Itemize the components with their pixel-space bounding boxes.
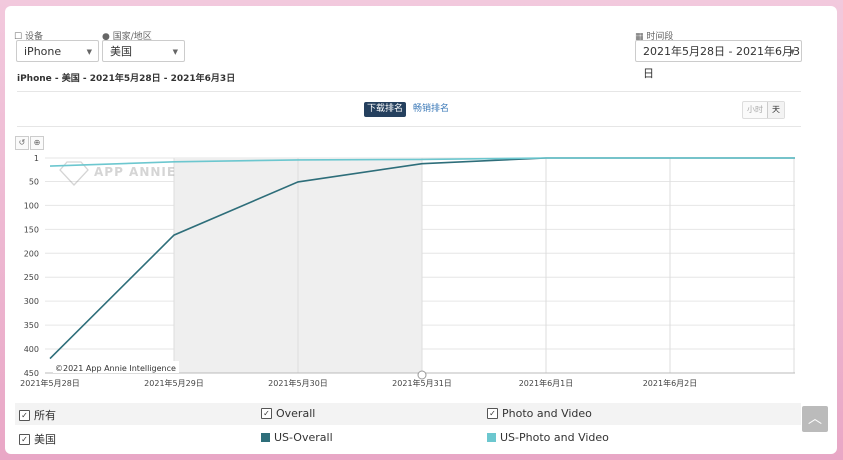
y-tick-label: 1 (34, 154, 39, 163)
x-tick-label: 2021年5月29日 (144, 378, 204, 388)
x-tick-label: 2021年6月1日 (519, 378, 574, 388)
legend-country-label: 美国 (34, 433, 56, 446)
legend-photo-video-label: Photo and Video (502, 407, 592, 420)
legend-all-label: 所有 (34, 409, 56, 422)
copyright-text: ©2021 App Annie Intelligence (55, 364, 176, 373)
watermark-text: APP ANNIE (94, 165, 176, 179)
checkbox-checked-icon[interactable]: ✓ (19, 409, 30, 421)
chevron-down-icon: ▼ (86, 48, 92, 56)
divider (17, 126, 801, 127)
granularity-day[interactable]: 天 (767, 102, 784, 118)
device-icon: ☐ (14, 32, 23, 42)
calendar-icon: ▦ (635, 32, 644, 42)
navigator-handle[interactable] (417, 370, 427, 380)
y-tick-label: 250 (24, 273, 39, 282)
y-tick-label: 200 (24, 249, 39, 258)
period-label: ▦ 时间段 (635, 32, 674, 42)
legend-all[interactable]: ✓ 所有 (19, 407, 56, 423)
legend-row-categories: ✓ 所有 ✓ Overall ✓ Photo and Video (15, 403, 801, 425)
granularity-toggle: 小时 天 (742, 101, 785, 119)
series-group (49, 157, 795, 360)
y-tick-label: 350 (24, 321, 39, 330)
scroll-to-top-button[interactable]: ︿ (802, 406, 828, 432)
x-axis-labels: 2021年5月28日 2021年5月29日 2021年5月30日 2021年5月31日… (20, 378, 697, 388)
legend-swatch-overall (261, 433, 270, 442)
x-tick-label: 2021年5月28日 (20, 378, 80, 388)
period-select-value: 2021年5月28日 - 2021年6月3日 (643, 45, 800, 80)
chevron-up-icon: ︿ (808, 411, 822, 427)
reset-zoom-icon[interactable]: ↺ (15, 136, 29, 150)
x-tick-label: 2021年6月2日 (643, 378, 698, 388)
device-label: ☐ 设备 (14, 32, 43, 42)
y-tick-label: 100 (24, 201, 39, 210)
chevron-down-icon: ▼ (172, 48, 178, 56)
chevron-down-icon: ▼ (789, 48, 795, 56)
legend-photo-video[interactable]: ✓ Photo and Video (487, 407, 592, 420)
device-select[interactable]: iPhone ▼ (16, 40, 99, 62)
legend-country[interactable]: ✓ 美国 (19, 431, 56, 447)
legend-swatch-photo (487, 433, 496, 442)
tab-downloads-rank[interactable]: 下载排名 (364, 102, 407, 117)
x-tick-label: 2021年5月30日 (268, 378, 328, 388)
y-tick-label: 150 (24, 225, 39, 234)
watermark: APP ANNIE (59, 161, 176, 186)
series-line-photo-video (49, 157, 795, 167)
zoom-icon[interactable]: ⊕ (30, 136, 44, 150)
country-label: ● 国家/地区 (102, 32, 152, 42)
y-tick-label: 400 (24, 345, 39, 354)
chart-panel: ☐ 设备 iPhone ▼ ● 国家/地区 美国 ▼ ▦ 时间段 2021年5月… (5, 6, 837, 454)
y-tick-label: 50 (29, 177, 39, 186)
legend-series-photo[interactable]: US-Photo and Video (487, 431, 609, 444)
legend-series-overall[interactable]: US-Overall (261, 431, 333, 444)
y-tick-label: 450 (24, 369, 39, 378)
device-select-value: iPhone (24, 45, 62, 58)
copyright-bg (53, 361, 179, 373)
period-select[interactable]: 2021年5月28日 - 2021年6月3日 ▼ (635, 40, 802, 80)
checkbox-checked-icon[interactable]: ✓ (261, 408, 272, 419)
legend-series-photo-label: US-Photo and Video (500, 431, 609, 444)
country-select[interactable]: 美国 ▼ (102, 40, 185, 62)
x-tick-label: 2021年5月31日 (392, 378, 452, 388)
legend-series-overall-label: US-Overall (274, 431, 333, 444)
legend-row-series: ✓ 美国 US-Overall US-Photo and Video (15, 427, 801, 449)
chart-subtitle: iPhone - 美国 - 2021年5月28日 - 2021年6月3日 (17, 74, 236, 84)
checkbox-checked-icon[interactable]: ✓ (19, 433, 30, 445)
globe-icon: ● (102, 32, 110, 42)
app-annie-logo-icon (59, 161, 89, 186)
legend-overall-label: Overall (276, 407, 316, 420)
divider (17, 91, 801, 92)
y-tick-label: 300 (24, 297, 39, 306)
legend-overall[interactable]: ✓ Overall (261, 407, 315, 420)
tab-grossing-rank[interactable]: 畅销排名 (413, 104, 450, 114)
granularity-hour[interactable]: 小时 (747, 105, 763, 114)
checkbox-checked-icon[interactable]: ✓ (487, 408, 498, 419)
country-select-value: 美国 (110, 45, 132, 58)
